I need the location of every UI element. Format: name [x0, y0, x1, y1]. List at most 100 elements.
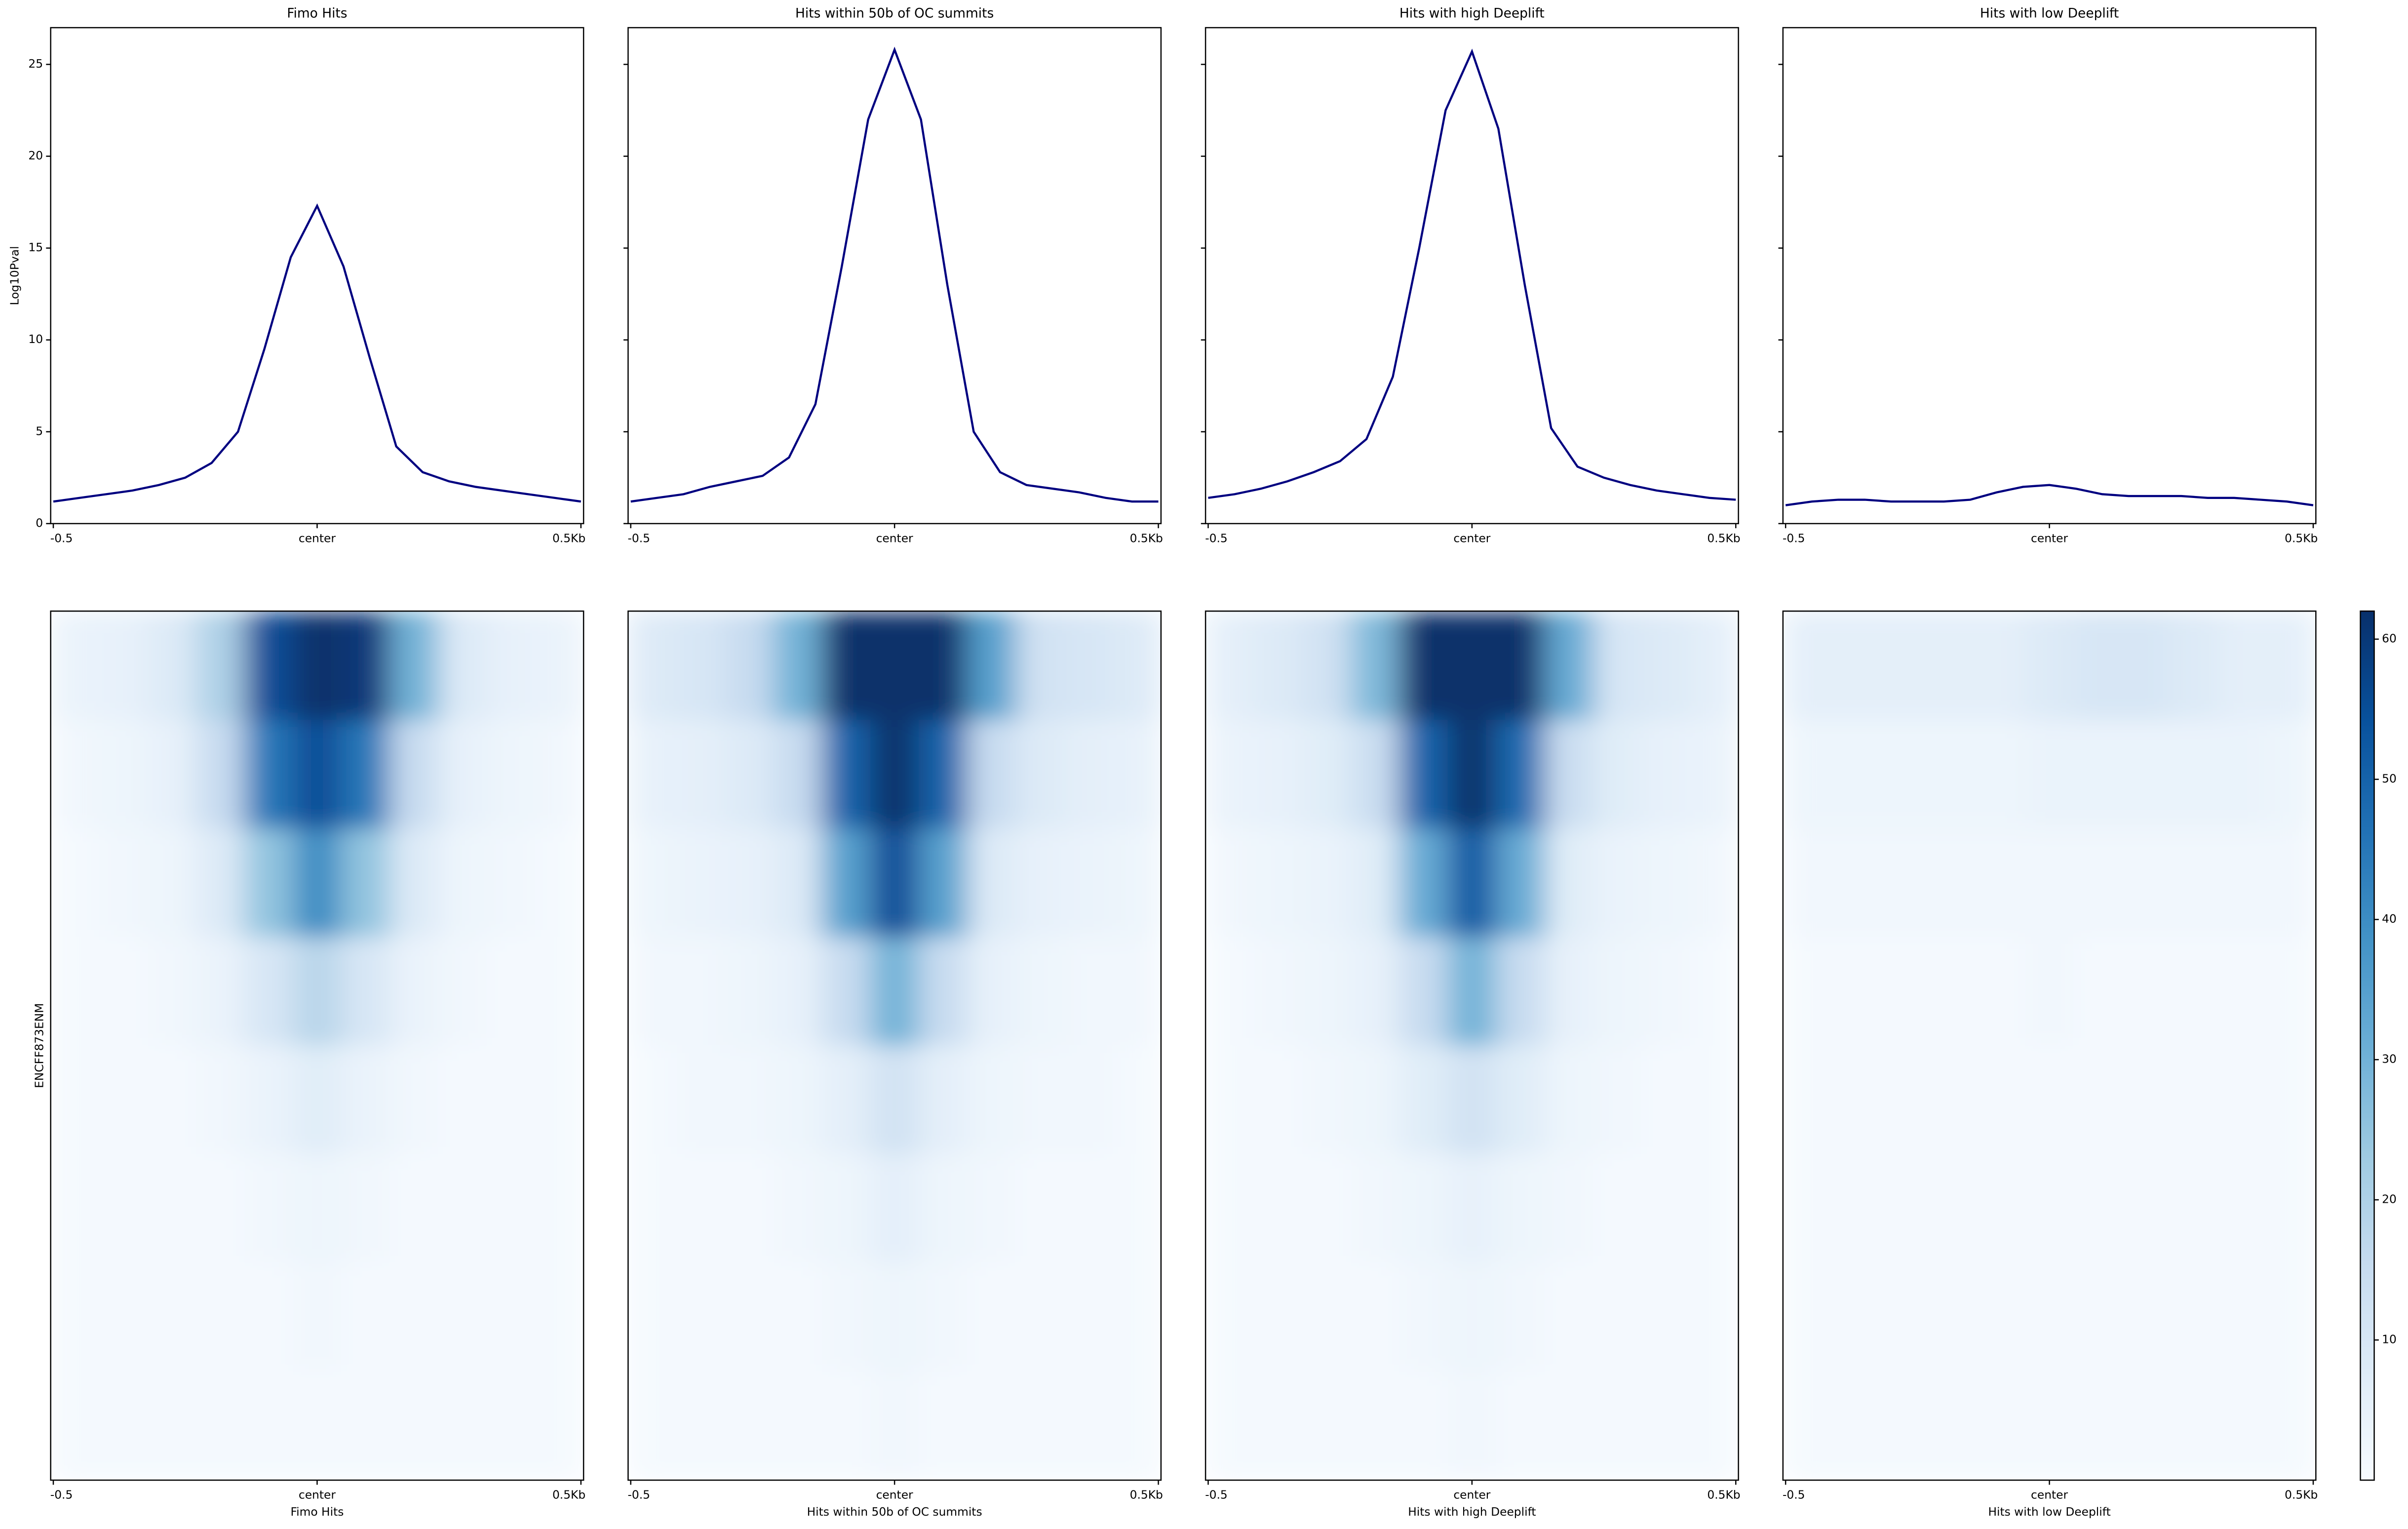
heatmap-cell	[1880, 1371, 1929, 1481]
heatmap-cell	[773, 1045, 823, 1155]
heatmap-cell	[1015, 1371, 1065, 1481]
heatmap-cell	[773, 1371, 823, 1481]
heatmap-cell	[1205, 720, 1255, 829]
x-tick-label: 0.5Kb	[552, 531, 585, 545]
heatmap-cell	[244, 1045, 294, 1155]
heatmap-cell	[2170, 720, 2220, 829]
heatmap-cell	[2267, 1154, 2316, 1264]
heatmap-cell	[628, 720, 678, 829]
heatmap-cell	[2025, 828, 2075, 938]
heatmap-cell	[1015, 1045, 1065, 1155]
x-tick-label: 0.5Kb	[2285, 1488, 2318, 1502]
heatmap-cell	[725, 828, 775, 938]
heatmap-cell	[1690, 1371, 1739, 1481]
heatmap-cell	[1690, 720, 1739, 829]
heatmap-cell	[821, 937, 871, 1047]
axes-frame	[50, 27, 584, 525]
heatmap-cell	[535, 720, 584, 829]
heatmap-cell	[486, 1262, 536, 1373]
x-tick-label: -0.5	[50, 1488, 73, 1502]
heatmap-cell	[438, 1262, 488, 1373]
heatmap-cell	[2219, 1045, 2268, 1155]
heatmap-cell	[1496, 720, 1546, 829]
heatmap-cell	[341, 1262, 391, 1373]
heatmap-cell	[2073, 1045, 2123, 1155]
x-tick-label: 0.5Kb	[1707, 1488, 1740, 1502]
heatmap-cell	[1399, 1154, 1449, 1264]
heatmap-cell	[196, 720, 245, 829]
heatmap-cell	[628, 1045, 678, 1155]
heatmap-cell	[919, 828, 968, 938]
profile-line	[1208, 48, 1736, 501]
heatmap-cell	[1783, 1262, 1832, 1373]
axes-frame	[1204, 27, 1739, 525]
heatmap-cell	[1112, 937, 1161, 1047]
heatmap-cell	[2170, 1371, 2220, 1481]
axes-frame	[627, 610, 1162, 1481]
heatmap-cell	[1690, 611, 1739, 721]
heatmap-cell	[486, 1045, 536, 1155]
heatmap-cell	[725, 720, 775, 829]
heatmap-cell	[293, 1371, 343, 1481]
heatmap-cell	[676, 611, 726, 721]
heatmap-cell	[773, 720, 823, 829]
heatmap-cell	[725, 937, 775, 1047]
heatmap-cell	[1977, 1371, 2026, 1481]
heatmap-cell	[1205, 611, 1255, 721]
profile-line	[53, 203, 582, 503]
profile-line	[630, 46, 1159, 503]
heatmap-cell	[2073, 828, 2123, 938]
heatmap-cell	[676, 720, 726, 829]
heatmap-cell	[244, 1262, 294, 1373]
heatmap-cell	[244, 937, 294, 1047]
heatmap-cell	[967, 720, 1017, 829]
heatmap-cell	[50, 1262, 100, 1373]
heatmap-cell	[196, 1371, 245, 1481]
heatmap-cell	[2025, 937, 2075, 1047]
heatmap-cell	[725, 611, 775, 721]
heatmap-cell	[1977, 937, 2026, 1047]
heatmap-cell	[1064, 1154, 1114, 1264]
heatmap-cell	[1831, 937, 1881, 1047]
heatmap-cell	[2073, 1371, 2123, 1481]
heatmap-cell	[919, 720, 968, 829]
x-tick-label: -0.5	[1205, 1488, 1228, 1502]
heatmap-cell	[2170, 611, 2220, 721]
panel-title: Hits within 50b of OC summits	[795, 6, 994, 21]
heatmap-cell	[1496, 1154, 1546, 1264]
heatmap-cell	[1641, 1154, 1691, 1264]
heatmap-cell	[1928, 611, 1978, 721]
x-tick-label: 0.5Kb	[552, 1488, 585, 1502]
heatmap-cell	[1112, 1262, 1161, 1373]
colorbar-tick-label: 50	[2382, 772, 2397, 786]
heatmap-cell	[2170, 937, 2220, 1047]
heatmap-cell	[1880, 611, 1929, 721]
x-axis-label: Fimo Hits	[290, 1505, 344, 1519]
heatmap	[1205, 611, 1739, 1481]
heatmap-cell	[1302, 1154, 1352, 1264]
heatmap-cell	[1447, 611, 1497, 721]
heatmap-cell	[50, 720, 100, 829]
x-tick-label: center	[876, 1488, 913, 1502]
heatmap-cell	[2122, 1371, 2172, 1481]
profile-line	[1785, 484, 2314, 506]
heatmap-cell	[1545, 828, 1594, 938]
heatmap-cell	[1593, 1262, 1642, 1373]
x-tick-label: 0.5Kb	[2285, 531, 2318, 545]
heatmap-cell	[293, 1262, 343, 1373]
heatmap-cell	[1928, 1371, 1978, 1481]
heatmap-cell	[486, 828, 536, 938]
heatmap-cell	[821, 611, 871, 721]
heatmap-cell	[1399, 1262, 1449, 1373]
heatmap-cell	[1254, 937, 1303, 1047]
axes-frame	[1204, 610, 1739, 1481]
heatmap-cell	[1641, 720, 1691, 829]
heatmap-cell	[438, 1371, 488, 1481]
heatmap-cell	[1302, 1045, 1352, 1155]
panel-title: Hits with low Deeplift	[1980, 6, 2119, 21]
heatmap-cell	[196, 611, 245, 721]
heatmap-cells	[628, 611, 1161, 1481]
heatmap-cell	[1928, 720, 1978, 829]
heatmap-cell	[1351, 1045, 1400, 1155]
